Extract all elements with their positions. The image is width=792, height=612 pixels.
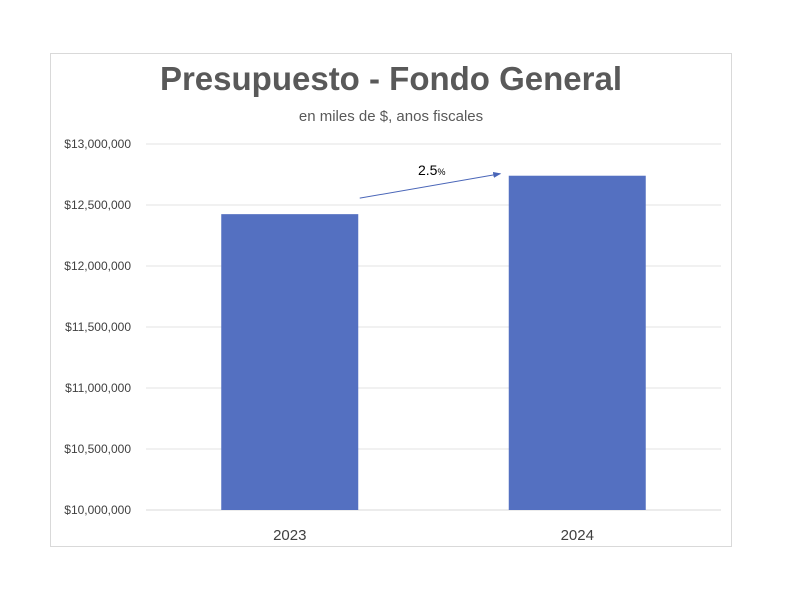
chart-title: Presupuesto - Fondo General: [159, 60, 623, 97]
bar: [221, 214, 359, 510]
change-arrow: [359, 171, 502, 199]
y-tick-label: $11,500,000: [65, 320, 131, 334]
chart-subtitle: en miles de $, anos fiscales: [298, 108, 484, 125]
y-tick-label: $13,000,000: [64, 137, 131, 151]
change-annotation: 2.5%: [418, 162, 445, 178]
bar: [508, 175, 646, 510]
y-tick-label: $12,500,000: [64, 198, 131, 212]
x-tick-label: 2024: [561, 527, 594, 544]
x-tick-label: 2023: [273, 527, 306, 544]
y-tick-label: $11,000,000: [65, 381, 131, 395]
y-tick-label: $12,000,000: [64, 259, 131, 273]
y-tick-label: $10,000,000: [64, 503, 131, 517]
y-tick-label: $10,500,000: [64, 442, 131, 456]
